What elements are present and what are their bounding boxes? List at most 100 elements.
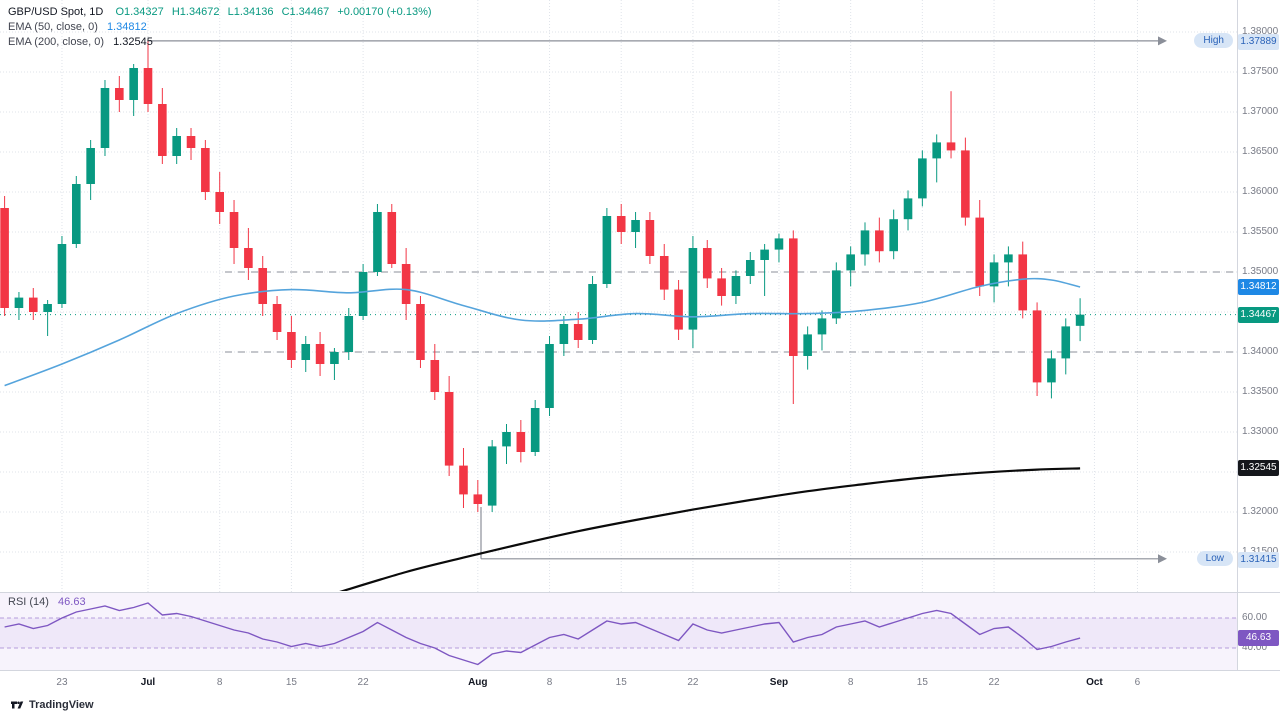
candle bbox=[430, 360, 440, 392]
candle bbox=[745, 260, 755, 276]
candle bbox=[717, 278, 726, 296]
candle bbox=[444, 392, 454, 466]
price-tick: 1.31500 bbox=[1242, 546, 1279, 557]
candle bbox=[731, 276, 741, 296]
candle bbox=[975, 217, 985, 287]
price-tick: 1.37000 bbox=[1242, 106, 1279, 117]
rsi-line bbox=[4, 602, 1081, 666]
candle bbox=[0, 208, 9, 308]
candle bbox=[258, 268, 268, 304]
candle bbox=[215, 192, 224, 212]
time-tick: 15 bbox=[285, 677, 297, 688]
candle bbox=[616, 216, 626, 232]
candle bbox=[43, 304, 52, 312]
symbol-title[interactable]: GBP/USD Spot, 1D bbox=[8, 6, 104, 18]
time-tick: 8 bbox=[546, 677, 553, 688]
high-value: H1.34672 bbox=[171, 6, 220, 18]
rsi-legend[interactable]: RSI (14) 46.63 bbox=[8, 596, 86, 608]
time-tick: 15 bbox=[916, 677, 928, 688]
candle bbox=[1032, 310, 1042, 383]
candle bbox=[659, 256, 669, 290]
candle bbox=[373, 212, 382, 272]
chart-legend: GBP/USD Spot, 1D O1.34327 H1.34672 L1.34… bbox=[8, 5, 432, 50]
time-tick: Jul bbox=[140, 677, 156, 688]
time-tick: 22 bbox=[357, 677, 369, 688]
candle bbox=[688, 248, 698, 330]
candle bbox=[817, 318, 827, 335]
ema50-row[interactable]: EMA (50, close, 0) 1.34812 bbox=[8, 20, 432, 35]
candle bbox=[14, 297, 24, 308]
candle bbox=[832, 270, 841, 319]
tradingview-logo[interactable]: TradingView bbox=[10, 698, 94, 712]
candle bbox=[760, 249, 769, 260]
candle bbox=[774, 238, 784, 250]
candle bbox=[903, 198, 913, 220]
candle bbox=[344, 316, 354, 352]
candle bbox=[57, 244, 67, 304]
candle bbox=[545, 344, 554, 408]
candle bbox=[875, 230, 884, 252]
candle bbox=[530, 408, 540, 452]
candle bbox=[702, 248, 712, 279]
ema200-label: EMA (200, close, 0) bbox=[8, 36, 104, 48]
time-tick: 8 bbox=[847, 677, 854, 688]
candle bbox=[932, 142, 941, 159]
candle bbox=[387, 212, 397, 264]
ema200-row[interactable]: EMA (200, close, 0) 1.32545 bbox=[8, 35, 432, 50]
candle bbox=[789, 238, 798, 356]
candle bbox=[803, 334, 812, 356]
candle bbox=[1018, 254, 1028, 311]
candle bbox=[272, 304, 282, 332]
price-tick: 1.33000 bbox=[1242, 426, 1279, 437]
candle bbox=[1075, 314, 1085, 326]
time-tick: 15 bbox=[615, 677, 627, 688]
candle bbox=[129, 68, 138, 100]
candle bbox=[631, 220, 640, 232]
ema200-value: 1.32545 bbox=[113, 36, 153, 48]
candles bbox=[0, 40, 1085, 512]
candle bbox=[158, 104, 167, 156]
candle bbox=[918, 158, 927, 199]
candle bbox=[416, 304, 425, 360]
candle bbox=[602, 216, 612, 284]
candle bbox=[573, 324, 583, 340]
price-tick: 1.37500 bbox=[1242, 66, 1279, 77]
symbol-ohlc-row: GBP/USD Spot, 1D O1.34327 H1.34672 L1.34… bbox=[8, 5, 432, 20]
candle bbox=[645, 220, 655, 256]
ema50-line bbox=[4, 277, 1081, 387]
candle bbox=[229, 212, 239, 248]
candle bbox=[72, 184, 81, 244]
ema200-line bbox=[339, 467, 1081, 591]
open-value: O1.34327 bbox=[115, 6, 164, 18]
time-tick: 23 bbox=[56, 677, 68, 688]
candle bbox=[358, 272, 368, 316]
price-tick: 1.32000 bbox=[1242, 506, 1279, 517]
candle bbox=[989, 262, 999, 287]
change-value: +0.00170 (+0.13%) bbox=[337, 6, 432, 18]
candle bbox=[28, 297, 38, 312]
time-axis[interactable]: 23 Jul 8 15 22 Aug 8 15 22 Sep 8 15 22 Oct 6 bbox=[0, 671, 1237, 695]
time-tick: Aug bbox=[468, 677, 488, 688]
time-tick: 22 bbox=[687, 677, 699, 688]
price-axis[interactable]: 1.38000 1.37500 1.37000 1.36500 1.36000 1.355… bbox=[1238, 0, 1280, 670]
candle bbox=[860, 230, 870, 255]
candle bbox=[588, 284, 597, 340]
price-tick: 1.35500 bbox=[1242, 226, 1279, 237]
rsi-tick: 40.00 bbox=[1242, 642, 1268, 653]
candle bbox=[86, 148, 95, 184]
candle bbox=[674, 289, 683, 330]
tradingview-logo-icon bbox=[10, 698, 24, 712]
candle bbox=[315, 344, 325, 364]
candle bbox=[1061, 326, 1071, 359]
candle bbox=[287, 332, 296, 360]
price-tick: 1.38000 bbox=[1242, 26, 1279, 37]
price-tick: 1.35000 bbox=[1242, 266, 1279, 277]
candle bbox=[301, 344, 311, 360]
price-tick: 1.34000 bbox=[1242, 346, 1279, 357]
candle bbox=[143, 68, 153, 104]
close-value: C1.34467 bbox=[281, 6, 330, 18]
candle bbox=[1004, 254, 1013, 263]
candle bbox=[516, 432, 526, 452]
candle bbox=[186, 136, 196, 148]
